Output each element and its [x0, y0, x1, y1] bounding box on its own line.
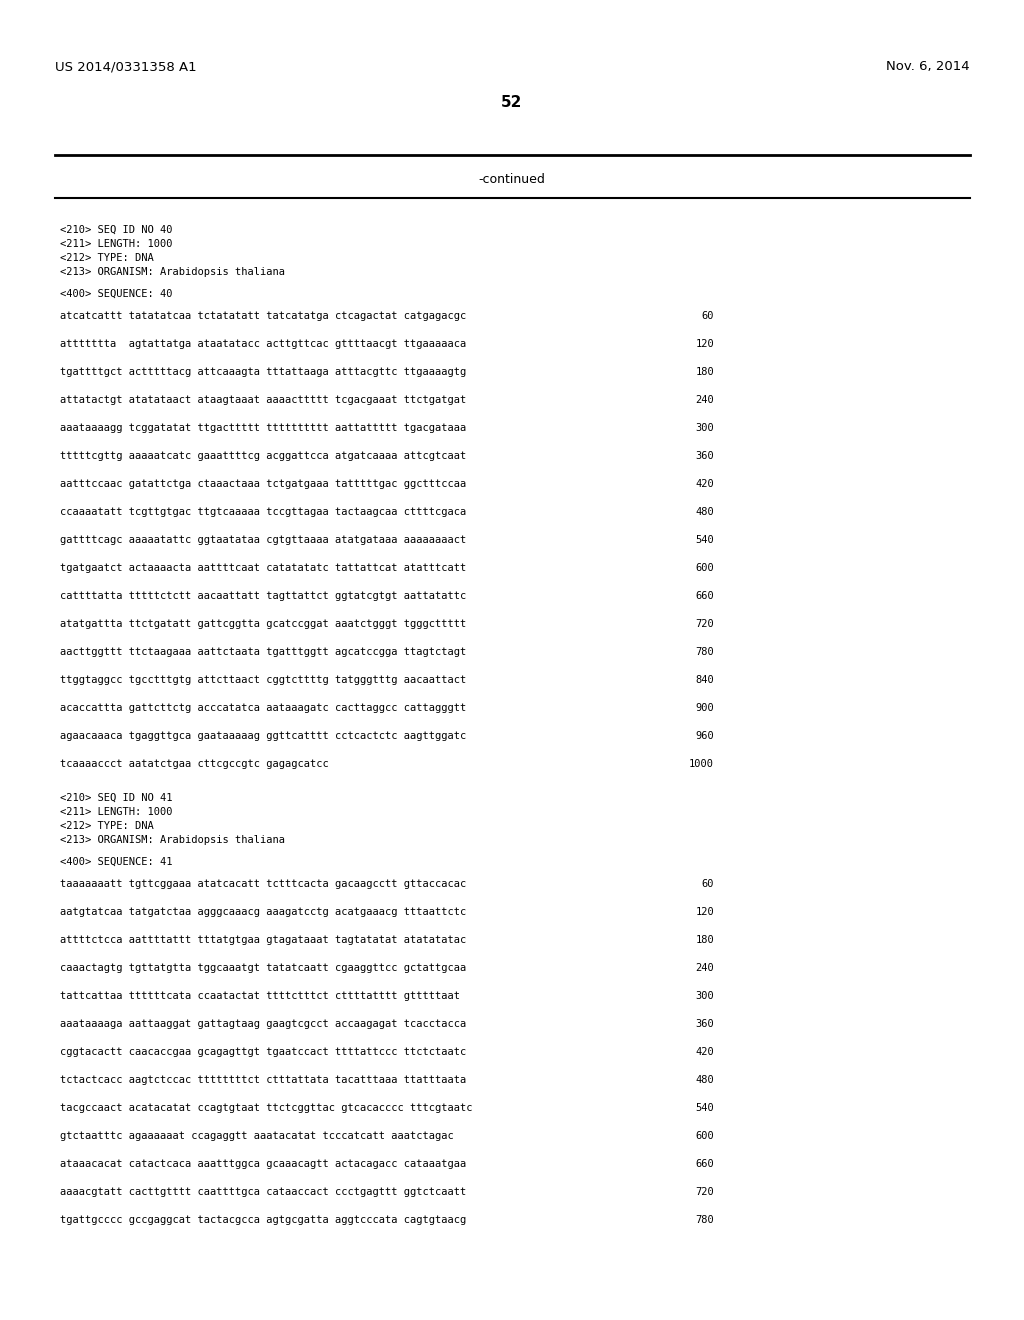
Text: 780: 780 — [695, 647, 714, 657]
Text: atatgattta ttctgatatt gattcggtta gcatccggat aaatctgggt tgggcttttt: atatgattta ttctgatatt gattcggtta gcatccg… — [60, 619, 466, 630]
Text: 960: 960 — [695, 731, 714, 741]
Text: acaccattta gattcttctg acccatatca aataaagatc cacttaggcc cattagggtt: acaccattta gattcttctg acccatatca aataaag… — [60, 704, 466, 713]
Text: 60: 60 — [701, 312, 714, 321]
Text: cattttatta tttttctctt aacaattatt tagttattct ggtatcgtgt aattatattc: cattttatta tttttctctt aacaattatt tagttat… — [60, 591, 466, 601]
Text: 300: 300 — [695, 991, 714, 1001]
Text: 900: 900 — [695, 704, 714, 713]
Text: gtctaatttc agaaaaaat ccagaggtt aaatacatat tcccatcatt aaatctagac: gtctaatttc agaaaaaat ccagaggtt aaatacata… — [60, 1131, 454, 1140]
Text: aacttggttt ttctaagaaa aattctaata tgatttggtt agcatccgga ttagtctagt: aacttggttt ttctaagaaa aattctaata tgatttg… — [60, 647, 466, 657]
Text: 780: 780 — [695, 1214, 714, 1225]
Text: ccaaaatatt tcgttgtgac ttgtcaaaaa tccgttagaa tactaagcaa cttttcgaca: ccaaaatatt tcgttgtgac ttgtcaaaaa tccgtta… — [60, 507, 466, 517]
Text: aatgtatcaa tatgatctaa agggcaaacg aaagatcctg acatgaaacg tttaattctc: aatgtatcaa tatgatctaa agggcaaacg aaagatc… — [60, 907, 466, 917]
Text: <400> SEQUENCE: 41: <400> SEQUENCE: 41 — [60, 857, 172, 867]
Text: US 2014/0331358 A1: US 2014/0331358 A1 — [55, 59, 197, 73]
Text: <213> ORGANISM: Arabidopsis thaliana: <213> ORGANISM: Arabidopsis thaliana — [60, 267, 285, 277]
Text: Nov. 6, 2014: Nov. 6, 2014 — [887, 59, 970, 73]
Text: 420: 420 — [695, 479, 714, 488]
Text: 540: 540 — [695, 1104, 714, 1113]
Text: <211> LENGTH: 1000: <211> LENGTH: 1000 — [60, 807, 172, 817]
Text: 360: 360 — [695, 1019, 714, 1030]
Text: 420: 420 — [695, 1047, 714, 1057]
Text: 720: 720 — [695, 619, 714, 630]
Text: caaactagtg tgttatgtta tggcaaatgt tatatcaatt cgaaggttcc gctattgcaa: caaactagtg tgttatgtta tggcaaatgt tatatca… — [60, 964, 466, 973]
Text: tgattttgct actttttacg attcaaagta tttattaaga atttacgttc ttgaaaagtg: tgattttgct actttttacg attcaaagta tttatta… — [60, 367, 466, 378]
Text: tgatgaatct actaaaacta aattttcaat catatatatc tattattcat atatttcatt: tgatgaatct actaaaacta aattttcaat catatat… — [60, 564, 466, 573]
Text: attttttta  agtattatga ataatatacc acttgttcac gttttaacgt ttgaaaaaca: attttttta agtattatga ataatatacc acttgttc… — [60, 339, 466, 348]
Text: tcaaaaccct aatatctgaa cttcgccgtc gagagcatcc: tcaaaaccct aatatctgaa cttcgccgtc gagagca… — [60, 759, 329, 770]
Text: 180: 180 — [695, 935, 714, 945]
Text: 52: 52 — [502, 95, 522, 110]
Text: 120: 120 — [695, 339, 714, 348]
Text: 120: 120 — [695, 907, 714, 917]
Text: 720: 720 — [695, 1187, 714, 1197]
Text: <400> SEQUENCE: 40: <400> SEQUENCE: 40 — [60, 289, 172, 300]
Text: 240: 240 — [695, 964, 714, 973]
Text: 360: 360 — [695, 451, 714, 461]
Text: 540: 540 — [695, 535, 714, 545]
Text: 480: 480 — [695, 1074, 714, 1085]
Text: 60: 60 — [701, 879, 714, 888]
Text: tctactcacc aagtctccac ttttttttct ctttattata tacatttaaa ttatttaata: tctactcacc aagtctccac ttttttttct ctttatt… — [60, 1074, 466, 1085]
Text: aatttccaac gatattctga ctaaactaaa tctgatgaaa tatttttgac ggctttccaa: aatttccaac gatattctga ctaaactaaa tctgatg… — [60, 479, 466, 488]
Text: <210> SEQ ID NO 40: <210> SEQ ID NO 40 — [60, 224, 172, 235]
Text: -continued: -continued — [478, 173, 546, 186]
Text: 240: 240 — [695, 395, 714, 405]
Text: <210> SEQ ID NO 41: <210> SEQ ID NO 41 — [60, 793, 172, 803]
Text: ttggtaggcc tgcctttgtg attcttaact cggtcttttg tatgggtttg aacaattact: ttggtaggcc tgcctttgtg attcttaact cggtctt… — [60, 675, 466, 685]
Text: <211> LENGTH: 1000: <211> LENGTH: 1000 — [60, 239, 172, 249]
Text: 480: 480 — [695, 507, 714, 517]
Text: gattttcagc aaaaatattc ggtaatataa cgtgttaaaa atatgataaa aaaaaaaact: gattttcagc aaaaatattc ggtaatataa cgtgtta… — [60, 535, 466, 545]
Text: 180: 180 — [695, 367, 714, 378]
Text: <212> TYPE: DNA: <212> TYPE: DNA — [60, 253, 154, 263]
Text: attttctcca aattttattt tttatgtgaa gtagataaat tagtatatat atatatatac: attttctcca aattttattt tttatgtgaa gtagata… — [60, 935, 466, 945]
Text: atcatcattt tatatatcaa tctatatatt tatcatatga ctcagactat catgagacgc: atcatcattt tatatatcaa tctatatatt tatcata… — [60, 312, 466, 321]
Text: taaaaaaatt tgttcggaaa atatcacatt tctttcacta gacaagcctt gttaccacac: taaaaaaatt tgttcggaaa atatcacatt tctttca… — [60, 879, 466, 888]
Text: tttttcgttg aaaaatcatc gaaattttcg acggattcca atgatcaaaa attcgtcaat: tttttcgttg aaaaatcatc gaaattttcg acggatt… — [60, 451, 466, 461]
Text: aaataaaagg tcggatatat ttgacttttt tttttttttt aattattttt tgacgataaa: aaataaaagg tcggatatat ttgacttttt ttttttt… — [60, 422, 466, 433]
Text: aaaacgtatt cacttgtttt caattttgca cataaccact ccctgagttt ggtctcaatt: aaaacgtatt cacttgtttt caattttgca cataacc… — [60, 1187, 466, 1197]
Text: 600: 600 — [695, 1131, 714, 1140]
Text: 1000: 1000 — [689, 759, 714, 770]
Text: cggtacactt caacaccgaa gcagagttgt tgaatccact ttttattccc ttctctaatc: cggtacactt caacaccgaa gcagagttgt tgaatcc… — [60, 1047, 466, 1057]
Text: ataaacacat catactcaca aaatttggca gcaaacagtt actacagacc cataaatgaa: ataaacacat catactcaca aaatttggca gcaaaca… — [60, 1159, 466, 1170]
Text: agaacaaaca tgaggttgca gaataaaaag ggttcatttt cctcactctc aagttggatc: agaacaaaca tgaggttgca gaataaaaag ggttcat… — [60, 731, 466, 741]
Text: 600: 600 — [695, 564, 714, 573]
Text: tattcattaa ttttttcata ccaatactat ttttctttct cttttatttt gtttttaat: tattcattaa ttttttcata ccaatactat ttttctt… — [60, 991, 460, 1001]
Text: <213> ORGANISM: Arabidopsis thaliana: <213> ORGANISM: Arabidopsis thaliana — [60, 836, 285, 845]
Text: attatactgt atatataact ataagtaaat aaaacttttt tcgacgaaat ttctgatgat: attatactgt atatataact ataagtaaat aaaactt… — [60, 395, 466, 405]
Text: 660: 660 — [695, 591, 714, 601]
Text: 300: 300 — [695, 422, 714, 433]
Text: 660: 660 — [695, 1159, 714, 1170]
Text: tacgccaact acatacatat ccagtgtaat ttctcggttac gtcacacccc tttcgtaatc: tacgccaact acatacatat ccagtgtaat ttctcgg… — [60, 1104, 472, 1113]
Text: tgattgcccc gccgaggcat tactacgcca agtgcgatta aggtcccata cagtgtaacg: tgattgcccc gccgaggcat tactacgcca agtgcga… — [60, 1214, 466, 1225]
Text: aaataaaaga aattaaggat gattagtaag gaagtcgcct accaagagat tcacctacca: aaataaaaga aattaaggat gattagtaag gaagtcg… — [60, 1019, 466, 1030]
Text: 840: 840 — [695, 675, 714, 685]
Text: <212> TYPE: DNA: <212> TYPE: DNA — [60, 821, 154, 832]
